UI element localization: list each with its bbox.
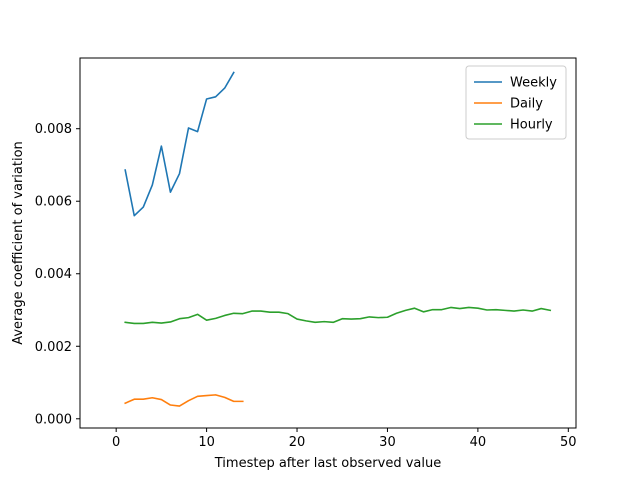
y-tick-label: 0.008 — [35, 122, 72, 137]
y-tick-label: 0.004 — [35, 267, 72, 282]
x-tick-label: 0 — [112, 435, 120, 450]
series-layer — [124, 71, 552, 407]
y-axis-ticks: 0.000 0.002 0.004 0.006 0.008 — [35, 122, 80, 427]
series-line-weekly — [124, 71, 235, 217]
plot-frame — [79, 57, 577, 429]
series-line-hourly — [124, 306, 552, 325]
x-tick-label: 10 — [198, 435, 215, 450]
y-axis-label: Average coefficient of variation — [11, 141, 26, 345]
legend-label-daily: Daily — [510, 97, 543, 112]
x-tick-label: 50 — [560, 435, 577, 450]
x-tick-label: 20 — [289, 435, 306, 450]
series-line-daily — [124, 394, 244, 407]
y-tick-label: 0.002 — [35, 340, 72, 355]
legend-label-hourly: Hourly — [510, 118, 553, 133]
x-axis-label: Timestep after last observed value — [214, 456, 441, 471]
x-tick-label: 30 — [379, 435, 396, 450]
y-tick-label: 0.006 — [35, 195, 72, 210]
y-tick-label: 0.000 — [35, 412, 72, 427]
legend-label-weekly: Weekly — [510, 76, 557, 91]
x-tick-label: 40 — [470, 435, 487, 450]
legend-box — [465, 65, 567, 140]
x-axis-ticks: 0 10 20 30 40 50 — [112, 428, 577, 450]
legend: Weekly Daily Hourly — [465, 65, 567, 140]
